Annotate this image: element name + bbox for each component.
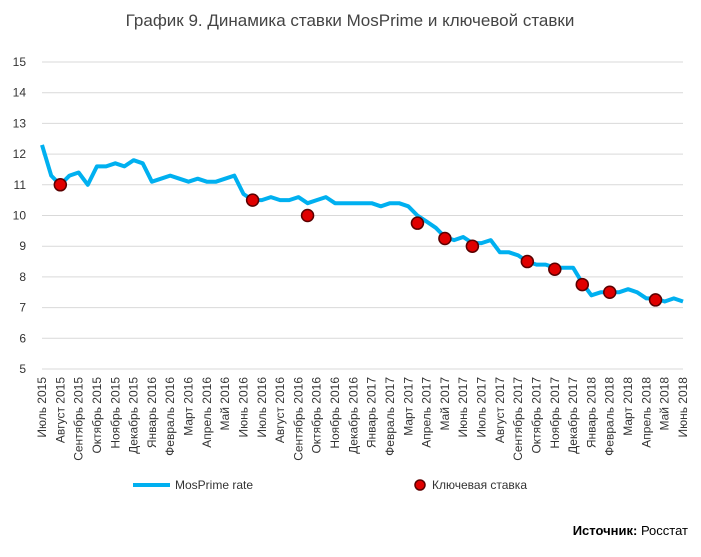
x-tick-label: Сентябрь 2017 — [511, 377, 525, 461]
y-tick-label: 15 — [13, 55, 27, 69]
source: Источник: Росстат — [573, 523, 688, 538]
x-tick-label: Март 2018 — [621, 377, 635, 436]
legend-swatch — [414, 479, 426, 491]
y-tick-label: 13 — [13, 116, 27, 130]
source-text: Росстат — [641, 523, 688, 538]
y-tick-label: 10 — [13, 209, 27, 223]
y-tick-label: 6 — [19, 331, 26, 345]
x-tick-label: Май 2017 — [438, 377, 452, 431]
x-tick-label: Январь 2017 — [365, 377, 379, 448]
x-tick-label: Июль 2015 — [35, 377, 49, 438]
key-rate-point — [300, 208, 315, 223]
x-tick-label: Ноябрь 2015 — [108, 377, 122, 449]
x-tick-label: Июль 2016 — [255, 377, 269, 438]
x-tick-label: Ноябрь 2016 — [328, 377, 342, 449]
x-tick-label: Апрель 2016 — [200, 377, 214, 448]
y-tick-label: 14 — [13, 86, 27, 100]
key-rate-point — [438, 231, 452, 246]
x-tick-label: Апрель 2018 — [639, 377, 653, 448]
x-tick-label: Январь 2016 — [145, 377, 159, 448]
key-rate-point — [648, 293, 663, 307]
source-label: Источник: — [573, 523, 638, 538]
x-tick-label: Сентябрь 2016 — [291, 377, 305, 461]
x-tick-label: Февраль 2018 — [603, 377, 617, 456]
x-tick-label: Август 2016 — [273, 377, 287, 443]
x-tick-label: Июнь 2018 — [676, 377, 690, 438]
x-tick-label: Июнь 2017 — [456, 377, 470, 438]
x-tick-label: Октябрь 2017 — [529, 377, 543, 454]
x-tick-label: Май 2018 — [658, 377, 672, 431]
key-rate-point — [53, 178, 68, 192]
x-tick-label: Март 2017 — [401, 377, 415, 436]
x-tick-label: Сентябрь 2015 — [72, 377, 86, 461]
key-rate-point — [465, 239, 480, 253]
x-tick-label: Октябрь 2016 — [310, 377, 324, 454]
key-rate-point — [548, 262, 562, 276]
key-rate-point — [520, 254, 535, 269]
x-tick-label: Декабрь 2017 — [566, 377, 580, 454]
x-tick-label: Март 2016 — [182, 377, 196, 436]
key-rate-point — [575, 277, 590, 292]
y-tick-label: 5 — [19, 362, 26, 376]
x-tick-label: Май 2016 — [218, 377, 232, 431]
legend-label: Ключевая ставка — [432, 478, 527, 492]
x-tick-label: Ноябрь 2017 — [548, 377, 562, 449]
x-tick-label: Февраль 2016 — [163, 377, 177, 456]
y-tick-label: 12 — [13, 147, 27, 161]
x-tick-label: Август 2015 — [53, 377, 67, 443]
chart-title: График 9. Динамика ставки MosPrime и клю… — [126, 11, 575, 30]
x-tick-label: Июнь 2016 — [236, 377, 250, 438]
x-tick-label: Февраль 2017 — [383, 377, 397, 456]
x-tick-label: Октябрь 2015 — [90, 377, 104, 454]
x-tick-label: Декабрь 2015 — [127, 377, 141, 454]
key-rate-point — [245, 193, 260, 207]
key-rate-point — [602, 285, 617, 299]
key-rate-point — [410, 216, 425, 230]
x-tick-label: Январь 2018 — [584, 377, 598, 448]
y-tick-label: 9 — [19, 239, 26, 253]
line-series — [40, 144, 684, 304]
x-tick-label: Август 2017 — [493, 377, 507, 443]
x-tick-label: Июль 2017 — [475, 377, 489, 438]
y-tick-label: 7 — [19, 301, 26, 315]
x-tick-label: Апрель 2017 — [420, 377, 434, 448]
y-tick-label: 11 — [14, 178, 27, 192]
x-tick-label: Декабрь 2016 — [346, 377, 360, 454]
y-tick-label: 8 — [19, 270, 26, 284]
legend-label: MosPrime rate — [175, 478, 253, 492]
